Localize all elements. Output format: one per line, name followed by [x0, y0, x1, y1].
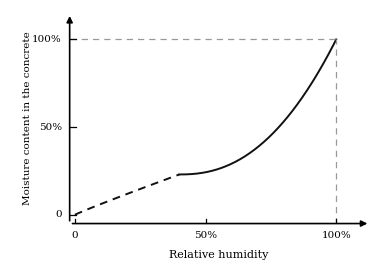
- Text: 0: 0: [72, 231, 78, 240]
- Text: 100%: 100%: [321, 231, 351, 240]
- Text: 50%: 50%: [39, 123, 62, 132]
- Text: 100%: 100%: [32, 35, 62, 44]
- Text: Moisture content in the concrete: Moisture content in the concrete: [23, 32, 33, 205]
- Text: 50%: 50%: [194, 231, 217, 240]
- Text: Relative humidity: Relative humidity: [169, 250, 268, 260]
- Text: 0: 0: [55, 210, 62, 219]
